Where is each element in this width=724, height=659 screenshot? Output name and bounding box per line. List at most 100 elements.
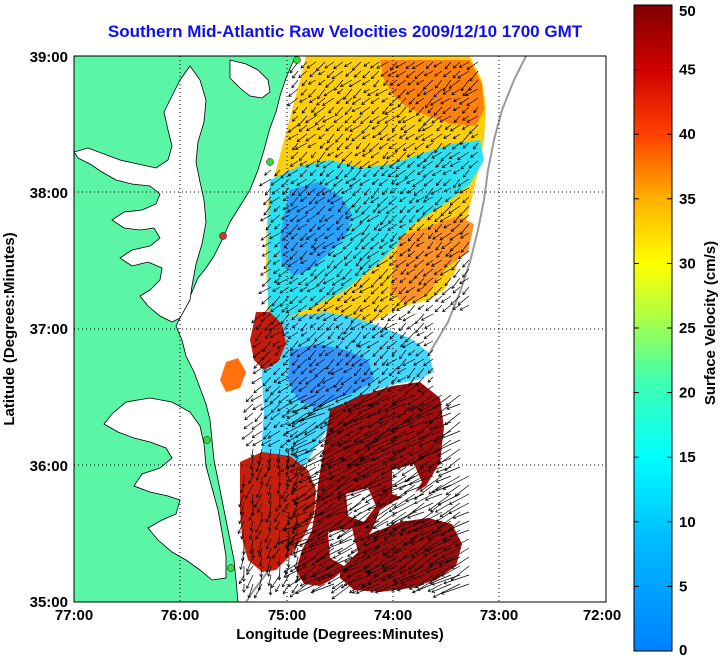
velocity-vector-head — [313, 247, 317, 251]
velocity-vector-head — [450, 301, 454, 306]
velocity-vector-head — [457, 301, 462, 306]
velocity-vector-head — [309, 297, 314, 301]
velocity-vector — [282, 187, 290, 195]
velocity-vector — [382, 187, 389, 195]
velocity-vector-head — [297, 281, 302, 286]
velocity-vector-head — [267, 514, 272, 518]
velocity-vector — [430, 97, 443, 106]
velocity-vector-head — [275, 508, 279, 513]
velocity-vector — [426, 565, 443, 573]
velocity-vector-head — [318, 81, 322, 86]
velocity-vector-head — [396, 158, 401, 163]
velocity-vector-head — [316, 211, 320, 215]
velocity-vector-head — [274, 545, 278, 549]
velocity-vector — [347, 457, 371, 468]
velocity-vector — [336, 142, 344, 151]
velocity-vector — [295, 421, 317, 438]
velocity-vector-head — [250, 500, 255, 504]
velocity-vector-head — [449, 163, 454, 167]
velocity-vector-head — [459, 141, 464, 146]
velocity-vector — [361, 223, 371, 236]
velocity-vector-head — [281, 414, 286, 418]
velocity-vector — [300, 268, 308, 275]
velocity-vector-head — [360, 537, 364, 541]
velocity-vector-head — [341, 158, 346, 162]
velocity-vector — [423, 178, 434, 187]
velocity-vector-head — [330, 371, 335, 375]
velocity-vector — [336, 475, 353, 489]
velocity-vector — [258, 538, 263, 554]
velocity-vector — [407, 205, 416, 213]
velocity-vector — [291, 583, 299, 594]
velocity-vector — [353, 412, 380, 422]
velocity-vector — [264, 529, 272, 543]
velocity-vector-head — [317, 226, 321, 230]
velocity-vector-head — [415, 353, 420, 357]
velocity-vector — [274, 223, 281, 230]
velocity-vector — [246, 565, 254, 575]
velocity-vector-head — [314, 471, 318, 475]
velocity-vector — [424, 250, 434, 257]
velocity-vector — [353, 88, 362, 99]
velocity-vector — [414, 259, 425, 268]
velocity-vector-head — [307, 144, 312, 148]
velocity-vector-head — [325, 388, 330, 392]
velocity-vector-head — [423, 553, 427, 557]
velocity-vector-head — [291, 527, 295, 531]
velocity-vector-head — [405, 65, 410, 70]
velocity-vector-head — [299, 173, 304, 177]
velocity-vector — [415, 196, 425, 203]
velocity-vector — [392, 439, 416, 455]
velocity-vector-head — [443, 546, 447, 550]
velocity-vector — [448, 79, 461, 89]
velocity-vector — [408, 106, 416, 113]
velocity-vector — [372, 205, 380, 213]
velocity-vector — [400, 268, 407, 275]
colorbar-tick-label: 45 — [679, 62, 696, 79]
velocity-vector — [405, 493, 425, 502]
velocity-vector — [255, 520, 263, 533]
velocity-vector — [386, 511, 407, 526]
velocity-vector — [412, 295, 425, 304]
velocity-vector — [299, 286, 308, 292]
velocity-vector — [458, 178, 470, 187]
velocity-vector — [361, 205, 371, 215]
velocity-vector-head — [386, 275, 390, 279]
velocity-vector-head — [368, 148, 373, 152]
velocity-vector — [315, 385, 326, 394]
velocity-vector-head — [378, 493, 383, 497]
velocity-vector — [289, 61, 299, 74]
velocity-vector — [252, 430, 263, 438]
velocity-vector — [342, 403, 362, 412]
velocity-vector — [397, 439, 425, 453]
velocity-vector — [280, 439, 290, 448]
velocity-vector-head — [305, 164, 310, 168]
velocity-vector — [328, 466, 353, 481]
velocity-vector — [278, 385, 290, 394]
velocity-vector — [253, 367, 263, 374]
velocity-vector-head — [431, 155, 435, 159]
velocity-vector-head — [238, 503, 242, 508]
velocity-vector-head — [379, 346, 383, 350]
velocity-vector — [261, 349, 272, 361]
velocity-vector — [288, 88, 299, 97]
velocity-vector-head — [379, 136, 384, 141]
velocity-vector-head — [288, 93, 292, 97]
velocity-vector-head — [349, 128, 353, 132]
velocity-vector-head — [428, 235, 432, 240]
velocity-vector-head — [359, 266, 363, 270]
velocity-vector — [282, 196, 290, 202]
velocity-vector — [337, 295, 344, 302]
velocity-vector-head — [308, 94, 312, 98]
velocity-vector — [436, 511, 452, 522]
velocity-vector-head — [401, 472, 406, 476]
velocity-vector — [292, 70, 299, 79]
velocity-vector-head — [297, 308, 302, 313]
velocity-vector — [344, 547, 371, 563]
velocity-vector — [403, 142, 416, 151]
velocity-vector — [434, 70, 443, 77]
velocity-vector-head — [300, 327, 304, 332]
velocity-vector-head — [461, 117, 466, 121]
velocity-vector — [327, 151, 335, 157]
velocity-vector — [414, 268, 425, 279]
